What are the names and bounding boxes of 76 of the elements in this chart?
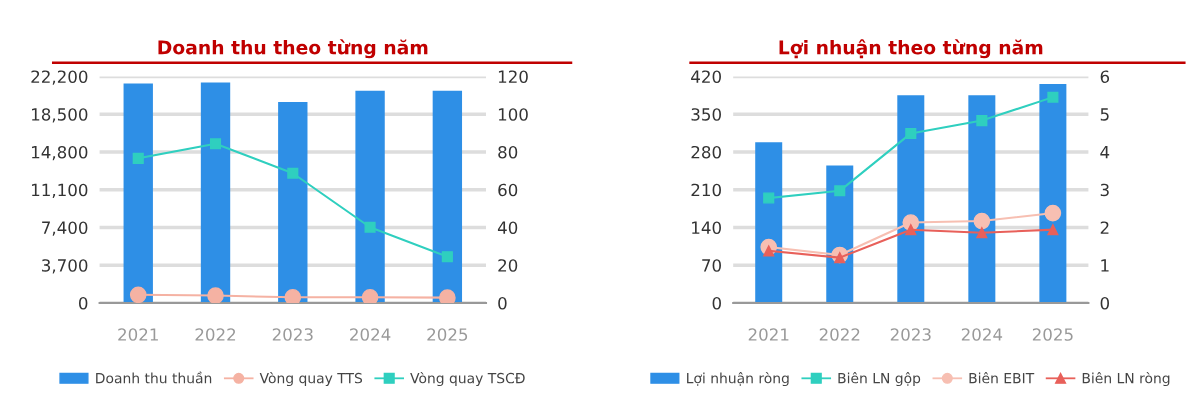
point (1047, 224, 1059, 236)
y2-tick-label: 100 (498, 108, 528, 121)
y2-tick-label: 2 (1100, 221, 1109, 234)
point (209, 138, 222, 150)
y2-tick-label: 20 (498, 259, 518, 272)
y-tick-label: 18,500 (32, 108, 88, 123)
y2-tick-label: 120 (498, 70, 528, 83)
x-tick-label: 2022 (195, 328, 236, 341)
y-tick-label: 11,100 (32, 183, 88, 198)
y-tick-label: 22,200 (31, 70, 88, 85)
x-tick-label: 2025 (427, 328, 468, 341)
x-tick-label: 2023 (272, 328, 313, 341)
legend-label: Vòng quay TTS (259, 372, 363, 387)
bar (1039, 83, 1067, 303)
point (364, 221, 376, 233)
y2-tick-label: 4 (1100, 146, 1110, 159)
point (976, 227, 988, 239)
y-tick-label: 0 (78, 296, 88, 310)
point (1047, 91, 1059, 103)
legend-label: Lợi nhuận ròng (687, 372, 789, 387)
y-tick-label: 0 (712, 296, 721, 310)
legend-label: Biên EBIT (969, 372, 1035, 384)
chart-title: Doanh thu theo từng năm (158, 39, 428, 59)
bar (755, 142, 783, 303)
legend-label: Vòng quay TSCĐ (410, 372, 525, 387)
y2-tick-label: 5 (1100, 108, 1109, 121)
chart-title: Lợi nhuận theo từng năm (779, 39, 1043, 59)
point (361, 288, 379, 303)
y-tick-label: 70 (702, 259, 721, 272)
y2-tick-label: 60 (498, 183, 518, 197)
y-tick-label: 420 (691, 70, 721, 83)
x-tick-label: 2025 (1032, 328, 1073, 341)
bar (123, 83, 153, 303)
point (129, 286, 147, 303)
point (441, 251, 453, 263)
point (439, 289, 456, 303)
legend-label: Doanh thu thuần (96, 371, 212, 384)
point (905, 127, 917, 139)
bar (200, 82, 231, 303)
x-tick-label: 2024 (350, 328, 391, 341)
bar (968, 95, 996, 303)
point (284, 288, 302, 303)
y-tick-label: 3,700 (42, 259, 88, 274)
x-tick-label: 2021 (118, 328, 158, 341)
x-tick-label: 2023 (890, 328, 931, 341)
point (207, 287, 224, 303)
y-tick-label: 280 (691, 145, 721, 159)
point (1044, 204, 1062, 222)
y2-tick-label: 80 (498, 145, 518, 159)
y-tick-label: 14,800 (32, 145, 88, 161)
point (763, 192, 775, 204)
y-tick-label: 7,400 (42, 221, 88, 236)
y-tick-label: 140 (692, 221, 721, 235)
y2-tick-label: 1 (1101, 259, 1109, 272)
point (287, 167, 299, 179)
y-tick-label: 350 (691, 108, 721, 121)
y-tick-label: 210 (691, 183, 721, 197)
point (834, 185, 846, 197)
legend-label: Biên LN ròng (1082, 372, 1170, 387)
bar (355, 90, 385, 303)
point (905, 224, 917, 236)
bar (897, 95, 925, 303)
y2-tick-label: 3 (1100, 183, 1109, 197)
bar (432, 90, 463, 303)
y2-tick-label: 6 (1100, 70, 1110, 83)
point (973, 212, 991, 230)
point (976, 115, 988, 127)
bar (278, 101, 308, 303)
x-tick-label: 2024 (961, 328, 1003, 341)
legend-label: Biên LN gộp (838, 372, 921, 387)
x-tick-label: 2021 (748, 328, 789, 341)
x-tick-label: 2022 (819, 328, 860, 341)
y2-tick-label: 40 (497, 221, 518, 235)
y2-tick-label: 0 (1100, 296, 1110, 310)
point (132, 152, 144, 164)
y2-tick-label: 0 (498, 296, 507, 310)
